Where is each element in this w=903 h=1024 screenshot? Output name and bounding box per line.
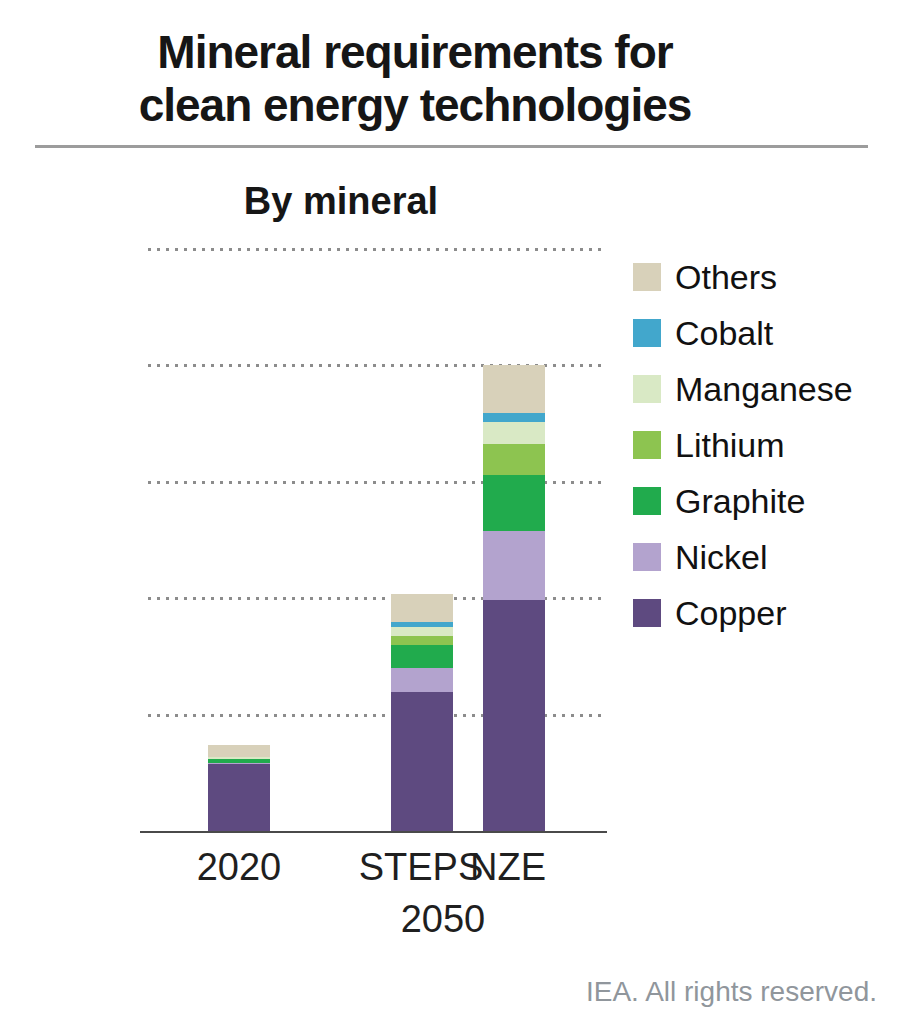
copyright-text: IEA. All rights reserved. — [586, 976, 877, 1008]
page-title: Mineral requirements for clean energy te… — [0, 26, 830, 133]
legend-label-nickel: Nickel — [675, 538, 768, 577]
bar-segment-steps-2050-graphite — [391, 645, 453, 667]
x-tick-2050: 2050 — [363, 898, 523, 941]
bar-segment-steps-2050-manganese — [391, 627, 453, 636]
bar-segment-nze-2050-cobalt — [483, 413, 545, 421]
legend-swatch-cobalt — [633, 319, 661, 347]
legend-label-cobalt: Cobalt — [675, 314, 773, 353]
legend-swatch-manganese — [633, 375, 661, 403]
page-title-line2: clean energy technologies — [0, 79, 830, 132]
chart-canvas: Mineral requirements for clean energy te… — [0, 0, 903, 1024]
legend-item-manganese: Manganese — [633, 374, 853, 404]
legend-item-cobalt: Cobalt — [633, 318, 853, 348]
chart-subtitle: By mineral — [0, 180, 682, 223]
bar-segment-nze-2050-nickel — [483, 531, 545, 600]
bar-segment-nze-2050-manganese — [483, 422, 545, 444]
legend-swatch-lithium — [633, 431, 661, 459]
bar-segment-2020-others — [208, 745, 270, 757]
legend-label-graphite: Graphite — [675, 482, 805, 521]
x-axis-line — [140, 831, 607, 833]
legend-item-copper: Copper — [633, 598, 853, 628]
legend-swatch-nickel — [633, 543, 661, 571]
x-tick-nze: NZE — [428, 846, 588, 889]
legend-item-lithium: Lithium — [633, 430, 853, 460]
bar-steps-2050 — [391, 594, 453, 832]
title-separator-line — [35, 145, 868, 148]
legend-label-lithium: Lithium — [675, 426, 785, 465]
legend-item-nickel: Nickel — [633, 542, 853, 572]
gridline-25 — [145, 247, 607, 252]
legend-swatch-others — [633, 263, 661, 291]
bar-segment-nze-2050-others — [483, 365, 545, 414]
bar-nze-2050 — [483, 365, 545, 833]
bar-segment-2020-copper — [208, 764, 270, 832]
legend-item-graphite: Graphite — [633, 486, 853, 516]
bar-segment-steps-2050-nickel — [391, 668, 453, 692]
page-title-line1: Mineral requirements for — [0, 26, 830, 79]
x-tick-2020: 2020 — [159, 846, 319, 889]
bar-segment-steps-2050-lithium — [391, 636, 453, 645]
legend-label-manganese: Manganese — [675, 370, 853, 409]
chart-legend: Others Cobalt Manganese Lithium Graphite Nick… — [633, 262, 853, 654]
bar-segment-nze-2050-copper — [483, 600, 545, 832]
legend-swatch-copper — [633, 599, 661, 627]
legend-label-others: Others — [675, 258, 777, 297]
bar-2020 — [208, 745, 270, 832]
bar-segment-nze-2050-lithium — [483, 444, 545, 475]
legend-swatch-graphite — [633, 487, 661, 515]
bar-segment-steps-2050-others — [391, 594, 453, 622]
bar-segment-nze-2050-graphite — [483, 475, 545, 531]
bar-segment-steps-2050-copper — [391, 692, 453, 832]
legend-label-copper: Copper — [675, 594, 787, 633]
legend-item-others: Others — [633, 262, 853, 292]
